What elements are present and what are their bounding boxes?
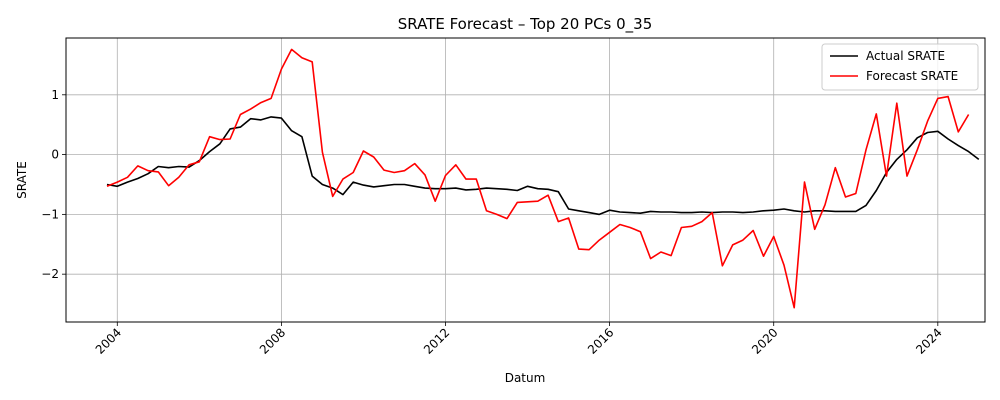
legend: Actual SRATE Forecast SRATE <box>821 43 979 91</box>
legend-label-0: Actual SRATE <box>866 49 945 63</box>
series-layer <box>106 48 980 309</box>
y-axis-label: SRATE <box>15 161 29 199</box>
y-tick-label: −1 <box>41 207 59 221</box>
series-line-1 <box>106 48 970 309</box>
y-tick-label: 1 <box>51 88 59 102</box>
y-tick-label: 0 <box>51 148 59 162</box>
legend-box <box>821 43 979 91</box>
grid-lines <box>66 38 985 322</box>
plot-frame <box>65 37 986 323</box>
chart-title: SRATE Forecast – Top 20 PCs 0_35 <box>398 15 653 34</box>
legend-label-1: Forecast SRATE <box>866 69 958 83</box>
x-axis-label: Datum <box>505 371 546 385</box>
series-line-0 <box>106 116 980 216</box>
y-tick-label: −2 <box>41 267 59 281</box>
